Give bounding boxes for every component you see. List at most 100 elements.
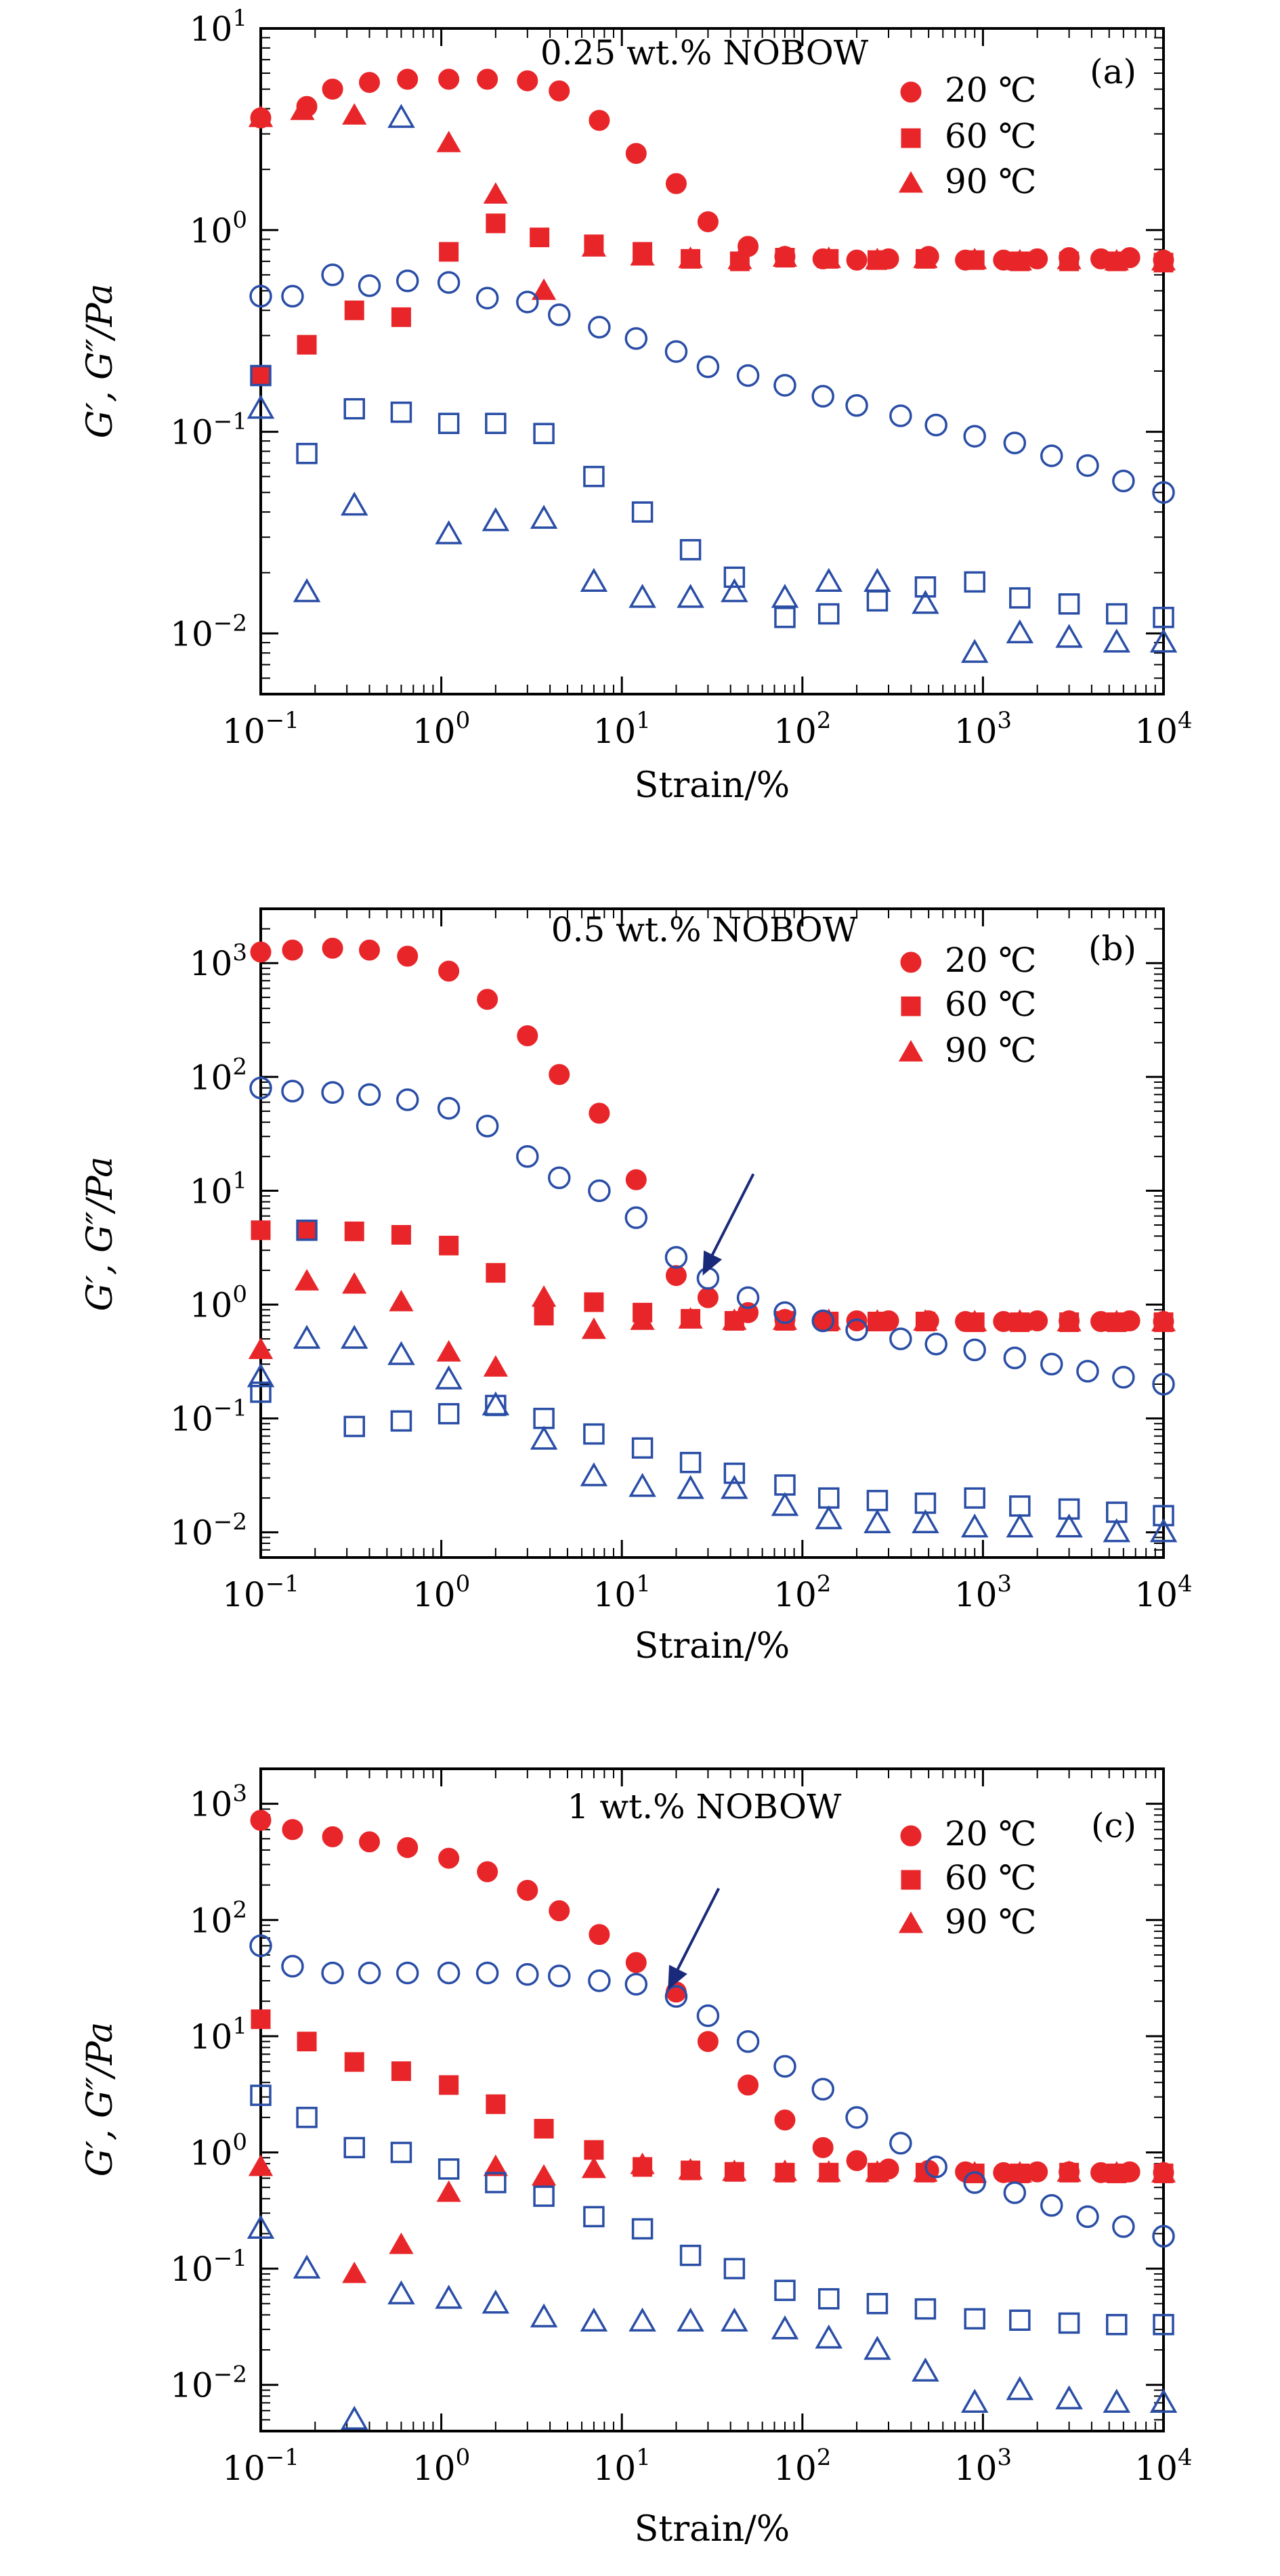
data-point [914, 576, 937, 598]
data-point [964, 1487, 985, 1509]
data-point [774, 2279, 796, 2301]
data-point [486, 2094, 506, 2114]
annotation-arrow-head [702, 1250, 723, 1276]
data-point [1055, 1513, 1083, 1538]
data-point [625, 1169, 647, 1190]
data-point [889, 1327, 912, 1350]
data-point [437, 1961, 461, 1985]
data-point [396, 270, 419, 293]
data-point [249, 1934, 272, 1958]
x-axis-title: Strain/% [635, 2509, 790, 2550]
data-point [816, 2160, 841, 2182]
data-point [773, 374, 796, 397]
data-point [1151, 2161, 1176, 2183]
data-point [1006, 619, 1034, 644]
data-point [677, 2307, 704, 2332]
data-point [1112, 469, 1135, 493]
data-point [293, 578, 321, 603]
data-point [249, 1076, 272, 1100]
data-point [475, 1961, 499, 1985]
data-point [679, 2244, 702, 2267]
data-point [889, 404, 912, 427]
data-point [866, 590, 889, 612]
data-point [818, 1487, 840, 1509]
data-point [297, 2032, 317, 2052]
data-point [1076, 1360, 1099, 1383]
data-point [1055, 624, 1083, 648]
data-point [588, 1179, 611, 1203]
data-point [247, 1363, 275, 1388]
series-2 [248, 1268, 1176, 1377]
data-point [624, 1206, 648, 1229]
y-tick-label: 100 [190, 207, 247, 251]
data-point [340, 1325, 368, 1349]
data-point [630, 244, 655, 266]
data-point [439, 1235, 459, 1255]
data-point [391, 2061, 411, 2082]
data-point [1152, 2225, 1175, 2248]
data-point [248, 2154, 274, 2176]
data-point [250, 1381, 272, 1403]
data-point [477, 1861, 498, 1883]
data-point [863, 567, 891, 593]
data-point [1149, 2388, 1178, 2413]
data-point [342, 1272, 367, 1294]
data-point [483, 2154, 508, 2176]
data-point [282, 939, 303, 961]
data-point [721, 1475, 748, 1499]
data-point [913, 1309, 938, 1331]
panel-c: 10−1 100 101 102 103 104 10−2 10−1 100 101 102 103 S… [80, 1767, 1193, 2550]
data-point [846, 249, 868, 271]
data-point [581, 235, 607, 257]
data-point [549, 1900, 570, 1922]
data-point [865, 247, 890, 270]
data-point [727, 247, 752, 270]
data-point [531, 1285, 557, 1307]
data-point [863, 2336, 891, 2360]
legend-marker [900, 1825, 922, 1847]
data-point [588, 316, 611, 339]
data-point [631, 501, 654, 523]
data-point [296, 1219, 318, 1241]
data-point [697, 211, 719, 232]
data-point [389, 1289, 414, 1312]
series-5 [247, 2214, 1178, 2430]
data-point [721, 578, 748, 603]
data-point [773, 1301, 796, 1325]
data-point [584, 1292, 604, 1312]
data-point [1058, 2312, 1080, 2334]
data-point [390, 401, 412, 423]
data-point [1003, 1346, 1027, 1370]
data-point [485, 2172, 507, 2193]
data-point [534, 1306, 554, 1326]
data-point [483, 182, 508, 204]
data-point [696, 2004, 720, 2027]
data-point [293, 1325, 321, 1349]
data-point [583, 1423, 605, 1445]
data-point [845, 2106, 868, 2129]
data-point [486, 1263, 506, 1283]
data-point [343, 398, 365, 420]
data-point [772, 2159, 798, 2181]
plot-frame [259, 1767, 1165, 2432]
data-point [435, 1365, 463, 1390]
data-point [516, 1145, 539, 1168]
data-point [865, 1309, 890, 1331]
x-tick-label: 102 [773, 1570, 831, 1614]
data-point [296, 2107, 318, 2128]
data-point [436, 131, 461, 152]
legend: 20 ℃ 60 ℃ 90 ℃ [898, 1814, 1036, 1941]
data-point [924, 413, 947, 437]
data-point [436, 2180, 461, 2202]
legend-label: 60 ℃ [945, 116, 1036, 156]
y-tick-label: 10−1 [170, 408, 247, 452]
data-point [281, 1954, 304, 1978]
data-point [580, 1462, 608, 1486]
data-point [863, 1509, 891, 1534]
legend: 20 ℃ 60 ℃ 90 ℃ [898, 70, 1036, 201]
annotation-arrow-shaft [706, 1173, 755, 1264]
panel-title: 0.5 wt.% NOBOW [551, 910, 858, 949]
data-point [1003, 2181, 1027, 2204]
data-point [697, 2031, 719, 2053]
data-point [486, 213, 506, 234]
